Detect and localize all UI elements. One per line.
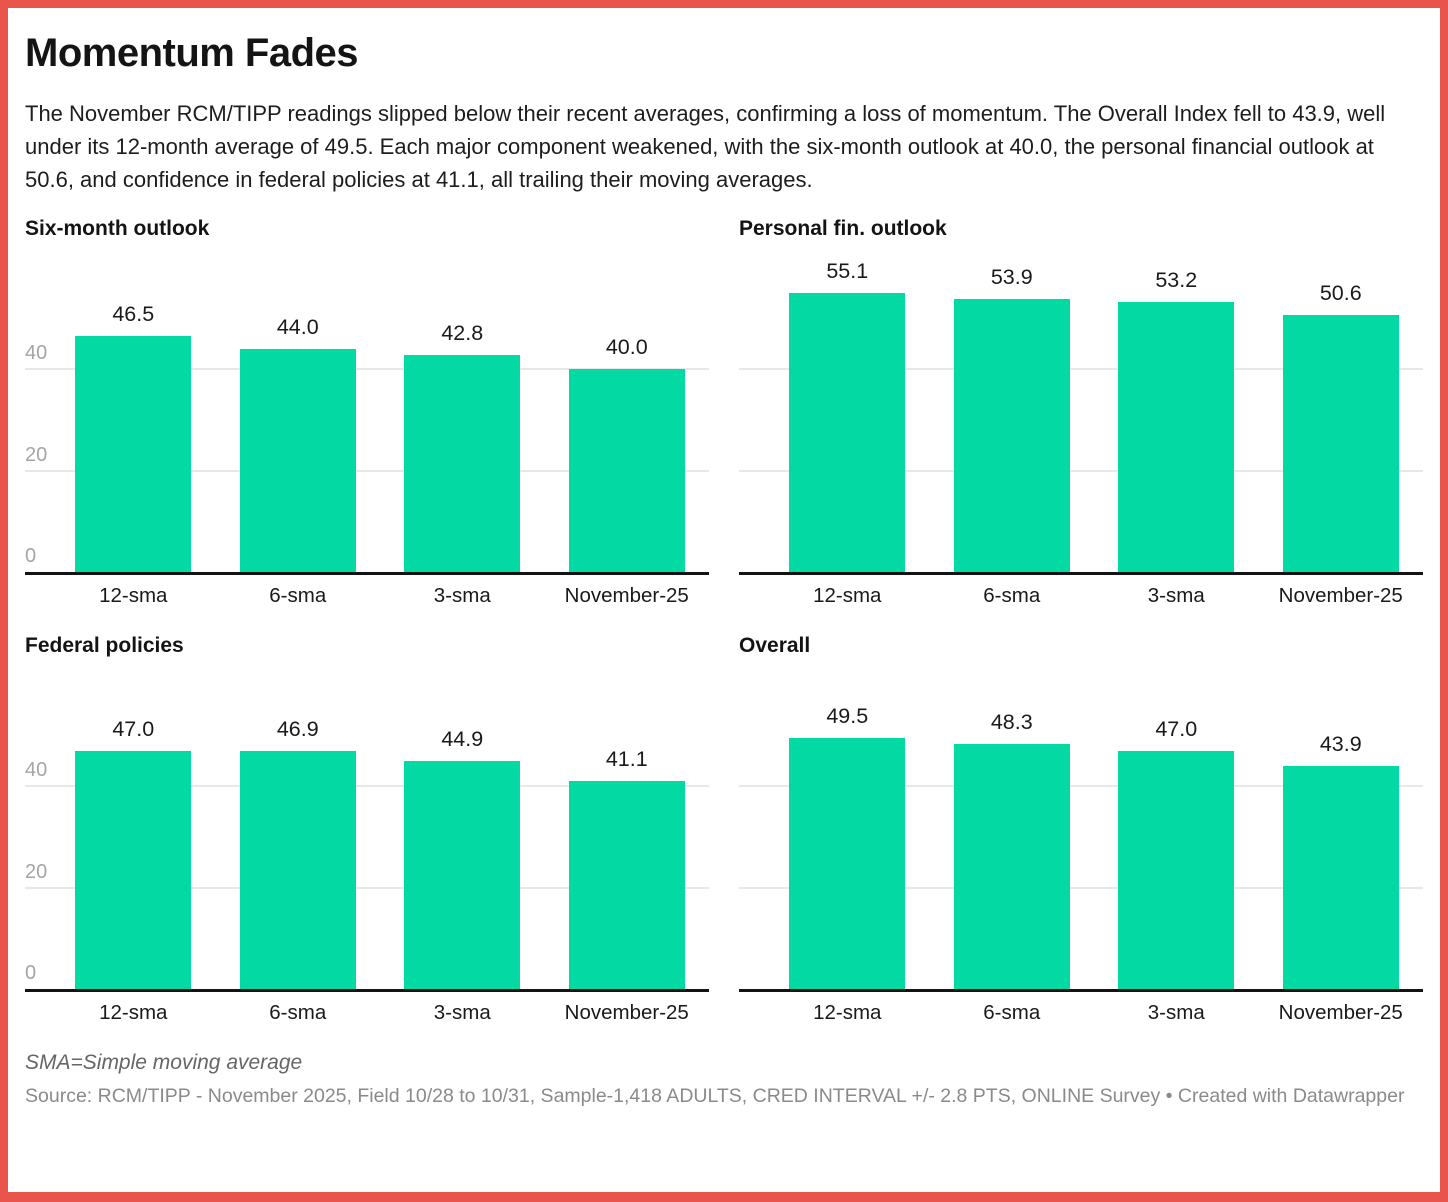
plot-area: 49.5 48.3 47.0 43.9 (739, 667, 1423, 989)
x-axis-tick-label: 12-sma (813, 584, 882, 607)
x-axis-tick-label: 3-sma (1147, 584, 1205, 607)
x-axis-tick-label: 3-sma (433, 584, 491, 607)
bar-value-label: 44.9 (441, 727, 484, 752)
gridline (25, 469, 709, 472)
bar-value-label: 46.5 (112, 302, 155, 327)
y-axis-tick-label: 40 (25, 342, 48, 365)
plot-area: 0 20 40 46.5 44.0 42.8 40.0 (25, 250, 709, 572)
x-axis-labels: 12-sma 6-sma 3-sma November-25 (51, 575, 709, 608)
bar-value-label: 41.1 (605, 746, 648, 771)
bar (404, 761, 521, 989)
x-axis-tick-label: 12-sma (99, 1001, 168, 1024)
bar-value-label: 47.0 (1155, 716, 1198, 741)
bar-value-label: 44.0 (276, 314, 319, 339)
gridline (25, 886, 709, 889)
bar (568, 780, 685, 989)
chart-title: Six-month outlook (25, 217, 210, 240)
gridline (739, 785, 1423, 788)
gridline (739, 886, 1423, 889)
chart-federal-policies: Federal policies 0 20 40 47.0 46.9 44.9 41.1 1… (25, 634, 709, 1025)
x-axis-tick-label: November-25 (1278, 1001, 1403, 1024)
bar (953, 744, 1070, 989)
plot-area: 55.1 53.9 53.2 50.6 (739, 250, 1423, 572)
x-axis-labels: 12-sma 6-sma 3-sma November-25 (765, 992, 1423, 1025)
bar (404, 355, 521, 572)
bar-value-label: 46.9 (276, 717, 319, 742)
x-axis-tick-label: November-25 (564, 584, 689, 607)
bar (239, 751, 356, 989)
gridline (739, 469, 1423, 472)
bar-value-label: 43.9 (1319, 732, 1362, 757)
bar (239, 348, 356, 572)
chart-title: Federal policies (25, 634, 184, 657)
x-axis-tick-label: 3-sma (1147, 1001, 1205, 1024)
bar (1118, 302, 1235, 572)
bar (75, 336, 192, 572)
y-axis-tick-label: 20 (25, 443, 48, 466)
x-axis-tick-label: 6-sma (269, 584, 327, 607)
x-axis-labels: 12-sma 6-sma 3-sma November-25 (51, 992, 709, 1025)
chart-description: The November RCM/TIPP readings slipped b… (25, 101, 1386, 192)
bar-value-label: 53.9 (990, 264, 1033, 289)
chart-six-month-outlook: Six-month outlook 0 20 40 46.5 44.0 42.8 40.0 … (25, 217, 709, 608)
x-axis-baseline (739, 572, 1423, 575)
bar-value-label: 53.2 (1155, 268, 1198, 293)
bar-value-label: 55.1 (826, 258, 869, 283)
footnote: SMA=Simple moving average (25, 1051, 303, 1074)
x-axis-tick-label: 12-sma (813, 1001, 882, 1024)
bar-value-label: 50.6 (1319, 281, 1362, 306)
x-axis-tick-label: 6-sma (983, 1001, 1041, 1024)
bar (953, 298, 1070, 572)
plot-area: 0 20 40 47.0 46.9 44.9 41.1 (25, 667, 709, 989)
bar (1282, 315, 1399, 572)
y-axis-tick-label: 0 (25, 545, 37, 567)
y-axis-tick-label: 20 (25, 860, 48, 883)
x-axis-labels: 12-sma 6-sma 3-sma November-25 (765, 575, 1423, 608)
charts-grid: Six-month outlook 0 20 40 46.5 44.0 42.8 40.0 … (25, 217, 1423, 1025)
x-axis-baseline (25, 572, 709, 575)
bar-value-label: 47.0 (112, 716, 155, 741)
x-axis-tick-label: 6-sma (983, 584, 1041, 607)
bar-value-label: 49.5 (826, 704, 869, 729)
gridline (25, 785, 709, 788)
x-axis-tick-label: 3-sma (433, 1001, 491, 1024)
bar (568, 369, 685, 572)
chart-personal-fin-outlook: Personal fin. outlook 55.1 53.9 53.2 50.6 1… (739, 217, 1423, 608)
y-axis-tick-label: 0 (25, 962, 37, 984)
bar (75, 750, 192, 989)
x-axis-baseline (25, 989, 709, 992)
x-axis-tick-label: November-25 (564, 1001, 689, 1024)
gridline (739, 368, 1423, 371)
x-axis-baseline (739, 989, 1423, 992)
bar (789, 738, 906, 989)
chart-overall: Overall 49.5 48.3 47.0 43.9 12-sma 6-sma 3-sm… (739, 634, 1423, 1025)
bar (1118, 750, 1235, 989)
chart-title: Personal fin. outlook (739, 217, 947, 240)
bar-value-label: 40.0 (605, 335, 648, 360)
bar-value-label: 42.8 (441, 321, 484, 346)
source-line: Source: RCM/TIPP - November 2025, Field … (25, 1085, 1405, 1107)
x-axis-tick-label: November-25 (1278, 584, 1403, 607)
x-axis-tick-label: 12-sma (99, 584, 168, 607)
page-title: Momentum Fades (25, 31, 359, 75)
chart-title: Overall (739, 634, 811, 657)
gridline (25, 368, 709, 371)
y-axis-tick-label: 40 (25, 759, 48, 782)
bar (1282, 766, 1399, 989)
bar-value-label: 48.3 (990, 710, 1033, 735)
bar (789, 292, 906, 572)
x-axis-tick-label: 6-sma (269, 1001, 327, 1024)
